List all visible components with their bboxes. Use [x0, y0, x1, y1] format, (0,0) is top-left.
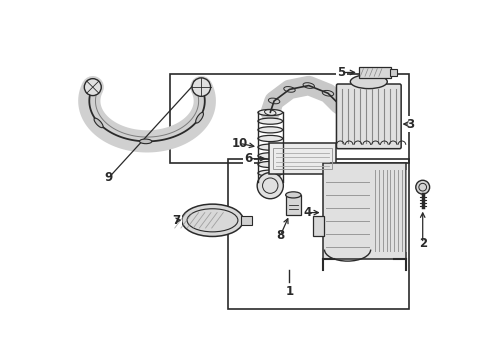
Bar: [389, 69, 396, 76]
Circle shape: [84, 78, 101, 96]
Ellipse shape: [257, 161, 282, 167]
Bar: [273, 148, 331, 170]
Text: 2: 2: [418, 237, 426, 250]
Bar: [227, 159, 408, 309]
Ellipse shape: [285, 192, 301, 198]
Ellipse shape: [257, 109, 282, 116]
Ellipse shape: [257, 118, 282, 124]
Ellipse shape: [139, 139, 151, 144]
Ellipse shape: [257, 127, 282, 133]
Circle shape: [415, 180, 429, 194]
Bar: [313, 216, 324, 236]
Ellipse shape: [182, 204, 243, 237]
Bar: [170, 74, 408, 163]
FancyBboxPatch shape: [336, 84, 400, 149]
Ellipse shape: [257, 170, 282, 176]
Bar: [285, 195, 301, 215]
Bar: [268, 143, 336, 174]
Circle shape: [257, 172, 283, 199]
Ellipse shape: [195, 112, 203, 123]
Text: 1: 1: [285, 285, 293, 298]
Text: 5: 5: [336, 66, 345, 79]
Ellipse shape: [349, 75, 386, 89]
Text: 3: 3: [406, 118, 414, 131]
Bar: [358, 67, 390, 78]
Text: 4: 4: [303, 206, 311, 219]
Bar: [322, 163, 405, 259]
Ellipse shape: [94, 118, 103, 128]
Text: 7: 7: [172, 214, 180, 227]
Bar: [241, 216, 251, 225]
Ellipse shape: [257, 153, 282, 159]
Ellipse shape: [257, 135, 282, 141]
Circle shape: [192, 78, 210, 96]
Text: 6: 6: [244, 152, 252, 165]
Ellipse shape: [257, 179, 282, 185]
Text: 10: 10: [231, 137, 247, 150]
Ellipse shape: [257, 144, 282, 150]
Text: 8: 8: [276, 229, 284, 242]
Text: 9: 9: [104, 171, 112, 184]
